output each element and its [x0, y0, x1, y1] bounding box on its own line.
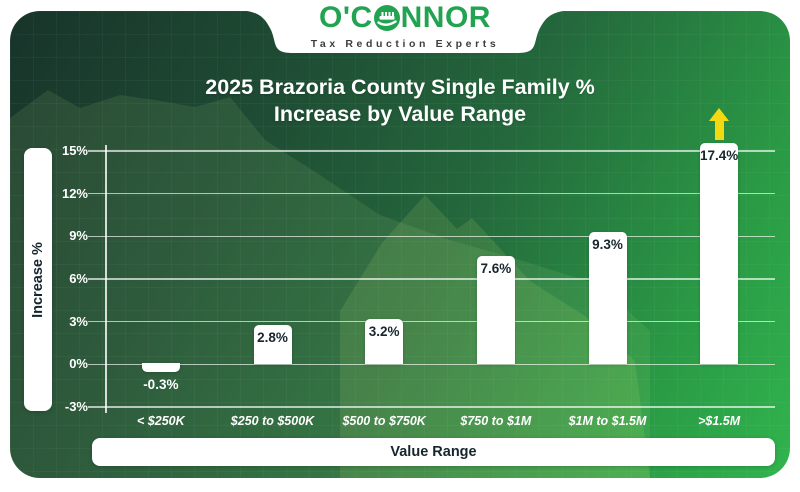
- bar-value-label: 17.4%: [700, 148, 739, 163]
- gridline: [88, 363, 775, 366]
- logo-banner: O'C NNOR Tax Reduction Experts: [240, 0, 570, 58]
- y-tick-label: 15%: [61, 143, 88, 158]
- bar-value-label: 3.2%: [368, 323, 400, 339]
- gridline: [88, 235, 775, 238]
- y-axis-line: [105, 145, 107, 413]
- gridline: [88, 320, 775, 323]
- chart-card-background: [10, 11, 790, 478]
- x-tick-label: $250 to $500K: [230, 414, 315, 428]
- chart-title-line2: Increase by Value Range: [273, 102, 527, 126]
- bar: [365, 318, 404, 365]
- brand-name-suffix: NNOR: [400, 1, 491, 34]
- brand-name: O'C NNOR: [240, 2, 570, 38]
- x-axis-label: Value Range: [390, 444, 477, 460]
- y-tick-label: 0%: [69, 356, 88, 372]
- banner-ribbon-shape: [240, 0, 570, 53]
- bar: [141, 363, 180, 372]
- gridline: [88, 278, 775, 280]
- grid-texture-overlay: [10, 11, 790, 478]
- brand-tagline: Tax Reduction Experts: [310, 38, 500, 50]
- bar-value-label: 7.6%: [480, 261, 512, 277]
- bar: [476, 256, 515, 365]
- gridline: [88, 406, 775, 408]
- bar: [700, 143, 739, 365]
- bar: [588, 232, 627, 365]
- bar-value-label: 9.3%: [592, 237, 623, 253]
- y-tick-label: 12%: [61, 185, 88, 201]
- chart-title: 2025 Brazoria County Single Family % Inc…: [0, 74, 800, 128]
- y-tick-label: 6%: [69, 271, 88, 286]
- overflow-up-arrow-icon: [709, 108, 730, 121]
- oconnor-circle-logo-icon: [373, 5, 400, 38]
- gridline: [88, 150, 775, 152]
- bar: [253, 324, 292, 365]
- x-axis-label-pill: Value Range: [92, 438, 775, 466]
- x-tick-label: $1M to $1.5M: [568, 414, 647, 428]
- overflow-arrow-stem: [714, 120, 724, 140]
- bar-value-label: -0.3%: [143, 376, 179, 392]
- x-tick-label: $750 to $1M: [460, 414, 532, 428]
- x-tick-label: >$1.5M: [698, 414, 741, 428]
- bar-value-label: 2.8%: [257, 329, 288, 345]
- x-tick-label: < $250K: [137, 414, 185, 428]
- gridline: [88, 192, 775, 195]
- y-axis-label-pill: Increase %: [24, 148, 52, 411]
- logo: O'C NNOR Tax Reduction Experts: [240, 2, 570, 51]
- y-tick-label: 9%: [69, 228, 88, 244]
- y-tick-label: 3%: [69, 313, 88, 329]
- y-tick-label: -3%: [64, 399, 88, 414]
- brand-name-prefix: O'C: [319, 1, 373, 34]
- x-tick-label: $500 to $750K: [342, 414, 426, 428]
- chart-title-line1: 2025 Brazoria County Single Family %: [205, 75, 595, 99]
